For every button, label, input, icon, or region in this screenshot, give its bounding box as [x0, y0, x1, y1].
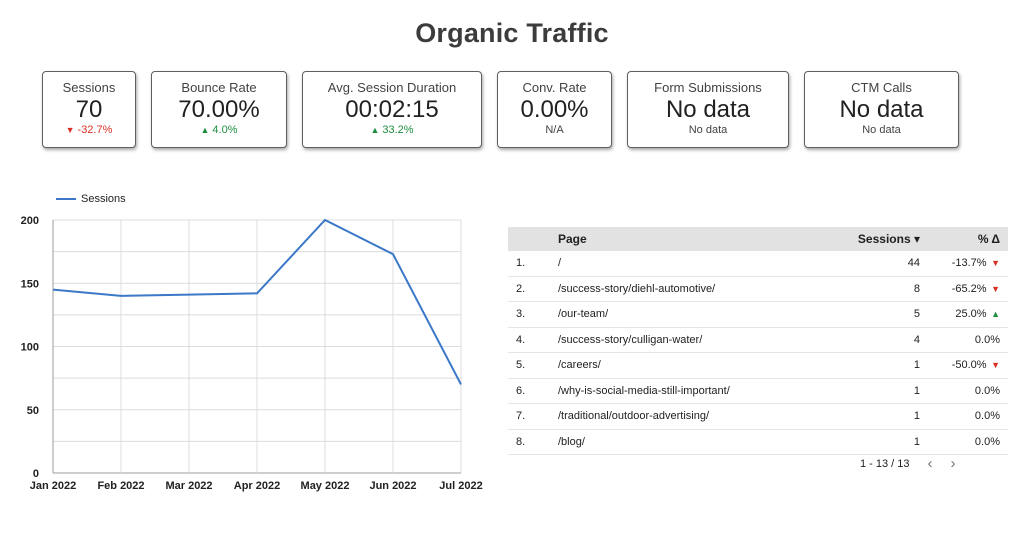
- row-number: 6.: [516, 384, 526, 397]
- arrow-up-icon: ▲: [200, 125, 210, 135]
- scorecard-label: Conv. Rate: [522, 80, 587, 95]
- row-pct-change: 0.0%: [974, 384, 1000, 397]
- row-number: 5.: [516, 359, 526, 372]
- chevron-left-icon[interactable]: ‹: [927, 455, 933, 472]
- scorecard-change: No data: [862, 124, 901, 136]
- sessions-series-line: [52, 218, 462, 385]
- scorecard-change: ▲ 33.2%: [370, 124, 414, 136]
- x-tick-label: Apr 2022: [234, 480, 280, 492]
- arrow-down-icon: ▼: [988, 258, 1000, 269]
- conv-rate-scorecard[interactable]: Conv. Rate 0.00% N/A: [497, 71, 612, 148]
- row-pct-change: 0.0%: [974, 435, 1000, 448]
- row-sessions: 5: [913, 308, 920, 321]
- scorecard-label: Avg. Session Duration: [327, 80, 457, 95]
- sessions-scorecard[interactable]: Sessions 70 ▼ -32.7%: [42, 71, 136, 148]
- row-pct-change: -13.7% ▼: [951, 257, 1000, 270]
- scorecard-label: CTM Calls: [851, 80, 912, 95]
- row-number: 1.: [516, 257, 526, 270]
- pager-range: 1 - 13 / 13: [860, 457, 910, 470]
- table-row[interactable]: 1. / 44 -13.7% ▼: [508, 251, 1008, 277]
- x-tick-label: May 2022: [301, 480, 350, 492]
- x-tick-label: Jul 2022: [439, 480, 482, 492]
- scorecard-value: No data: [665, 96, 751, 123]
- row-number: 2.: [516, 282, 526, 295]
- arrow-down-icon: ▼: [65, 125, 75, 135]
- row-number: 3.: [516, 308, 526, 321]
- scorecard-change: No data: [688, 124, 728, 136]
- arrow-up-icon: ▲: [988, 309, 1000, 320]
- column-header-page[interactable]: Page: [558, 232, 587, 246]
- y-tick-label: 150: [21, 278, 39, 290]
- chart-legend[interactable]: Sessions: [56, 193, 126, 205]
- row-number: 8.: [516, 435, 526, 448]
- page-title: Organic Traffic: [415, 18, 609, 48]
- sort-desc-icon: ▾: [913, 232, 920, 246]
- table-row[interactable]: 8. /blog/1 0.0%: [508, 430, 1008, 455]
- row-page: /success-story/culligan-water/: [558, 333, 703, 346]
- row-page: /success-story/diehl-automotive/: [558, 282, 716, 295]
- y-tick-label: 100: [21, 342, 39, 354]
- legend-label: Sessions: [81, 193, 126, 205]
- scorecard-label: Sessions: [62, 80, 116, 95]
- scorecard-value: 70: [75, 96, 103, 123]
- scorecard-value: 70.00%: [178, 96, 260, 123]
- table-row[interactable]: 4. /success-story/culligan-water/4 0.0%: [508, 328, 1008, 353]
- row-sessions: 1: [913, 410, 920, 423]
- scorecard-change: ▼ -32.7%: [65, 124, 113, 136]
- row-sessions: 4: [913, 333, 920, 346]
- ctm-calls-scorecard[interactable]: CTM Calls No data No data: [804, 71, 959, 148]
- row-sessions: 8: [913, 282, 920, 295]
- row-sessions: 1: [913, 384, 920, 397]
- table-row[interactable]: 2. /success-story/diehl-automotive/8 -65.2…: [508, 277, 1008, 302]
- table-header: Page Sessions ▾ % Δ: [508, 227, 1008, 251]
- x-tick-label: Jan 2022: [30, 480, 76, 492]
- table-row[interactable]: 6. /why-is-social-media-still-important/1…: [508, 379, 1008, 404]
- scorecard-label: Form Submissions: [654, 80, 762, 95]
- arrow-down-icon: ▼: [988, 360, 1000, 371]
- table-pager: 1 - 13 / 13 ‹ ›: [860, 455, 956, 472]
- scorecard-value: 00:02:15: [345, 96, 439, 123]
- table-row[interactable]: 5. /careers/1 -50.0% ▼: [508, 353, 1008, 379]
- chevron-right-icon[interactable]: ›: [950, 455, 956, 472]
- sessions-line-chart[interactable]: 0 50 100 150 200 Jan 2022 Feb 2022 Mar 2022 Apr …: [0, 205, 500, 495]
- pages-table: Page Sessions ▾ % Δ 1. / 44 -13.7% ▼ 2. /succ…: [508, 227, 1008, 455]
- row-page: /why-is-social-media-still-important/: [558, 384, 730, 397]
- row-page: /careers/: [558, 359, 601, 372]
- scorecard-change: ▲ 4.0%: [200, 124, 238, 136]
- row-sessions: 44: [907, 257, 920, 270]
- table-row[interactable]: 3. /our-team/5 25.0% ▲: [508, 302, 1008, 328]
- avg-session-duration-scorecard[interactable]: Avg. Session Duration 00:02:15 ▲ 33.2%: [302, 71, 482, 148]
- row-number: 7.: [516, 410, 526, 423]
- row-page: /our-team/: [558, 308, 609, 321]
- scorecard-change: N/A: [545, 124, 564, 136]
- row-pct-change: 25.0% ▲: [955, 308, 1000, 321]
- x-tick-label: Mar 2022: [165, 480, 212, 492]
- legend-line-swatch: [56, 198, 76, 201]
- y-tick-label: 200: [21, 215, 39, 227]
- row-pct-change: 0.0%: [974, 410, 1000, 423]
- x-tick-label: Feb 2022: [97, 480, 144, 492]
- table-row[interactable]: 7. /traditional/outdoor-advertising/1 0.0%: [508, 404, 1008, 430]
- row-number: 4.: [516, 333, 526, 346]
- row-page: /traditional/outdoor-advertising/: [558, 410, 710, 423]
- row-page: /: [558, 257, 562, 270]
- column-header-sessions[interactable]: Sessions ▾: [857, 232, 920, 246]
- row-sessions: 1: [913, 359, 920, 372]
- scorecard-label: Bounce Rate: [181, 80, 257, 95]
- column-header-pct-change[interactable]: % Δ: [977, 232, 1000, 246]
- row-pct-change: -50.0% ▼: [951, 359, 1000, 372]
- arrow-up-icon: ▲: [370, 125, 380, 135]
- bounce-rate-scorecard[interactable]: Bounce Rate 70.00% ▲ 4.0%: [151, 71, 287, 148]
- row-pct-change: 0.0%: [974, 333, 1000, 346]
- y-tick-label: 50: [27, 405, 39, 417]
- scorecard-value: No data: [839, 96, 924, 123]
- scorecard-value: 0.00%: [520, 96, 589, 123]
- form-submissions-scorecard[interactable]: Form Submissions No data No data: [627, 71, 789, 148]
- row-page: /blog/: [558, 435, 585, 448]
- row-sessions: 1: [913, 435, 920, 448]
- y-tick-label: 0: [33, 468, 39, 480]
- row-pct-change: -65.2% ▼: [951, 282, 1000, 295]
- x-tick-label: Jun 2022: [369, 480, 416, 492]
- arrow-down-icon: ▼: [988, 283, 1000, 294]
